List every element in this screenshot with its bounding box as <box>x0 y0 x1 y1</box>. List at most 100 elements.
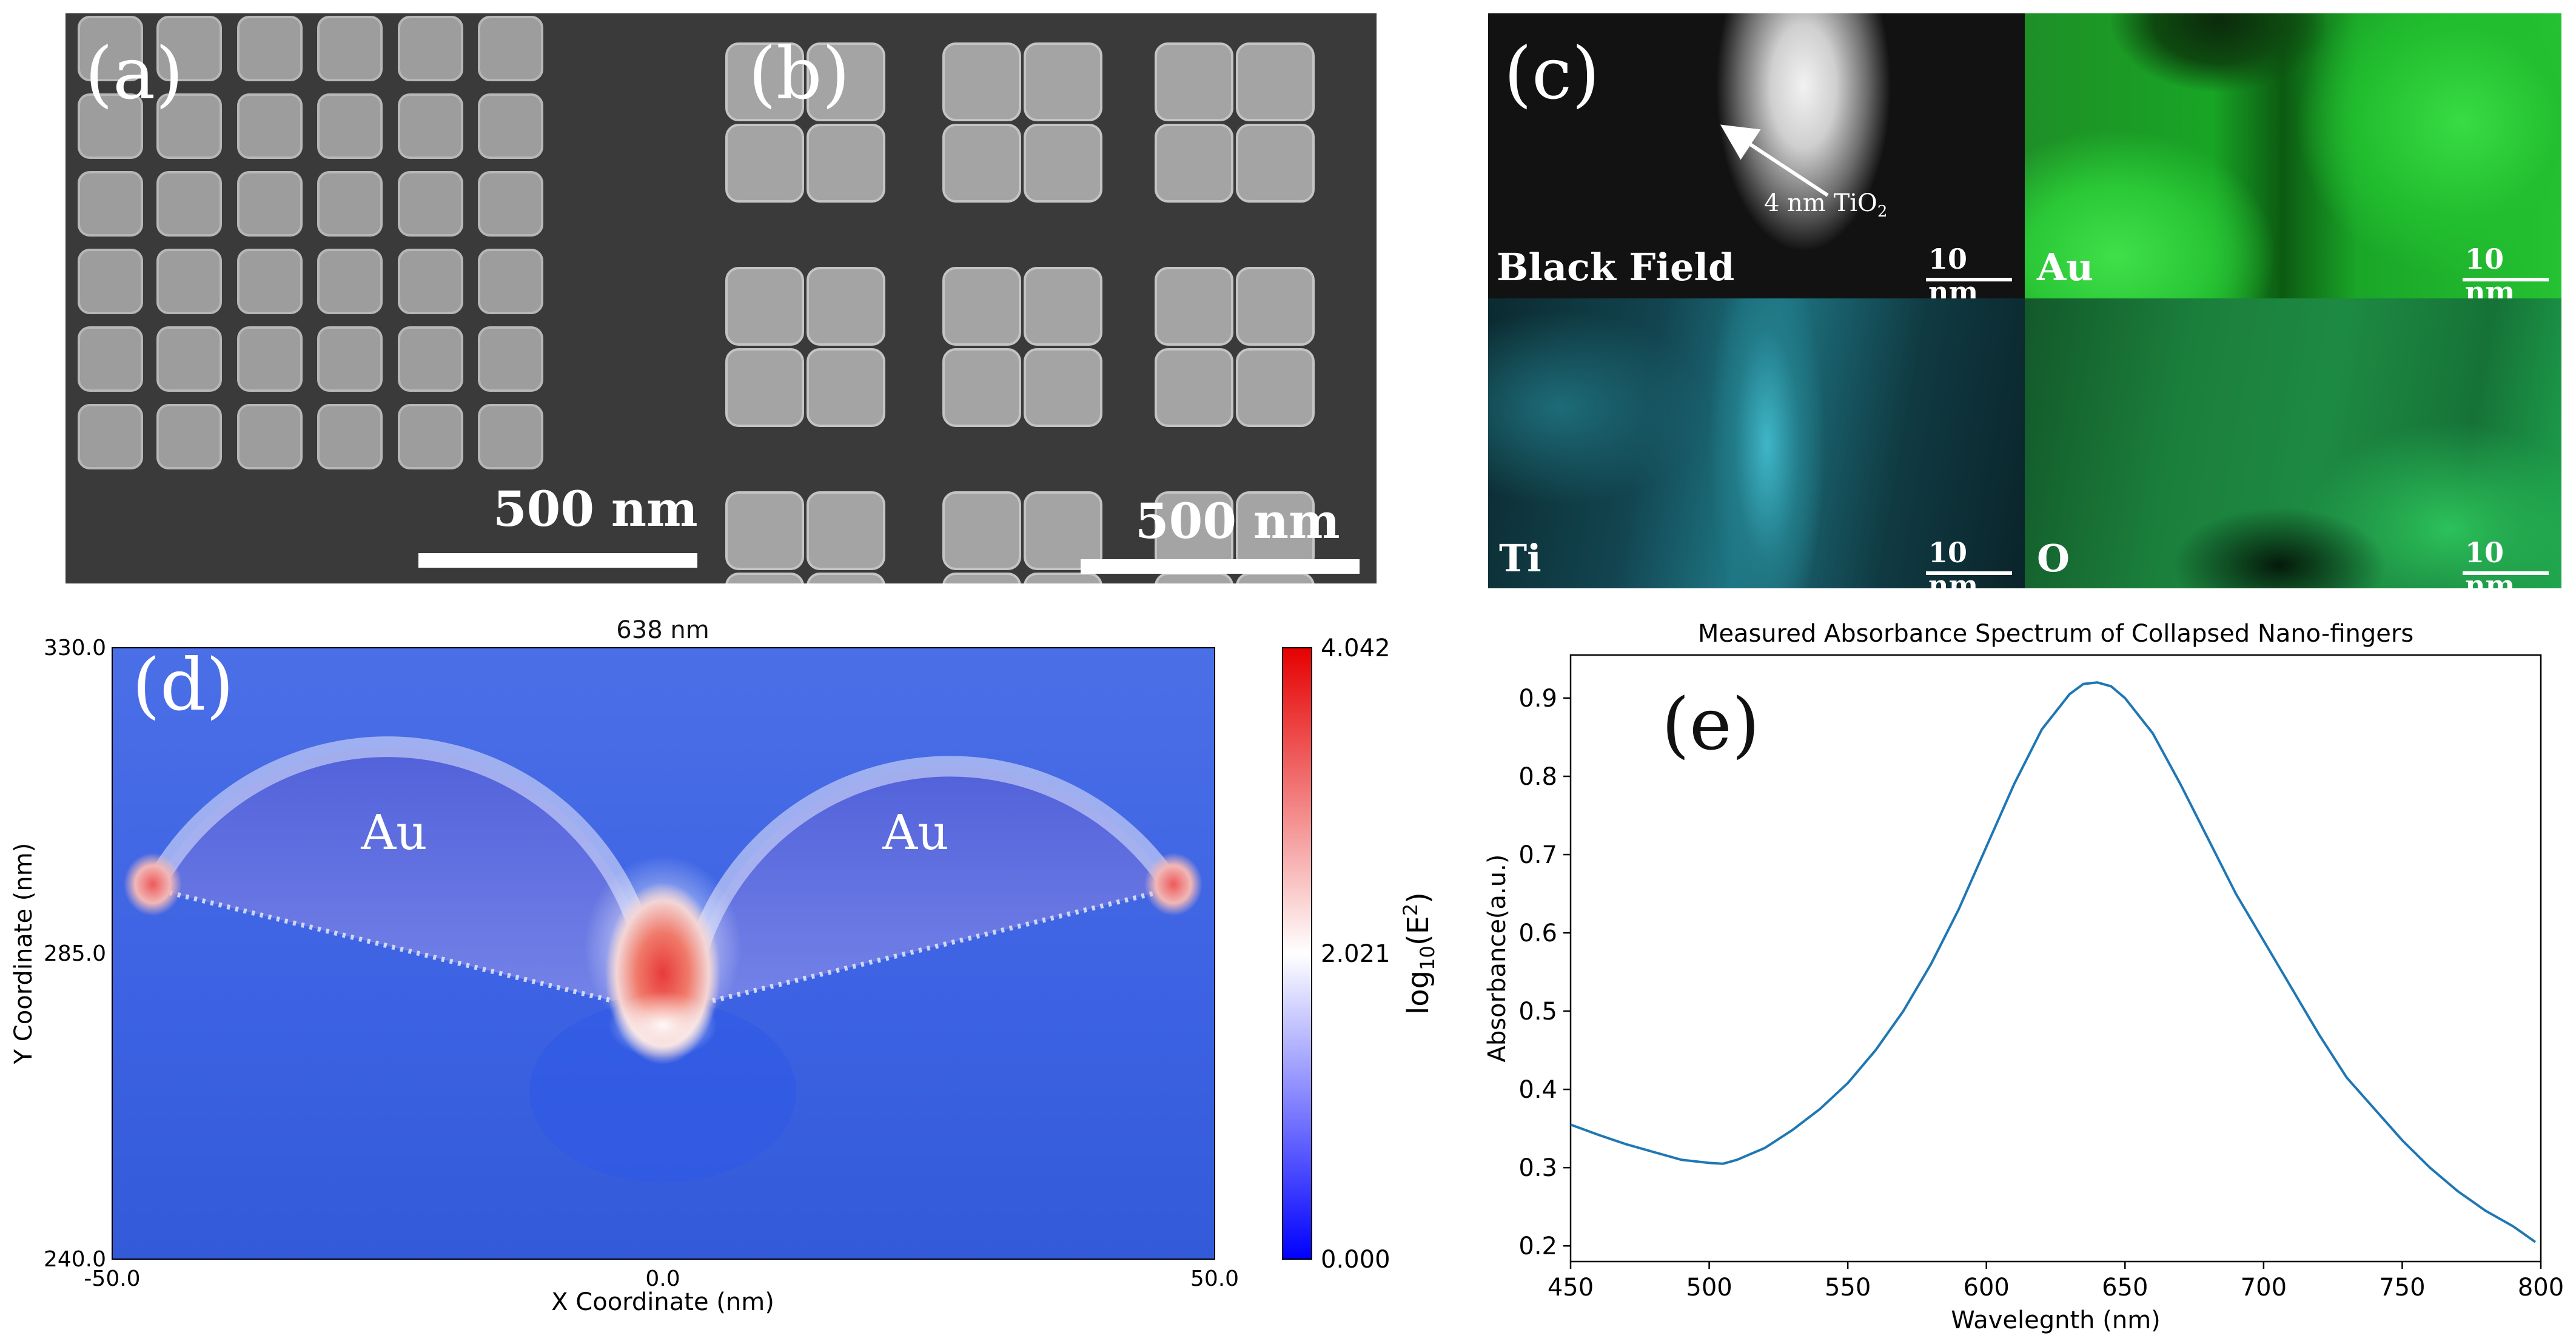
d-xtick-0: 0.0 <box>645 1266 680 1291</box>
panel-c-label: (c) <box>1504 32 1600 115</box>
pillar <box>478 16 543 81</box>
finger-cluster-pillar <box>807 573 885 583</box>
panel-a-scale-bar <box>418 553 697 568</box>
d-ylabel: Y Coordinate (nm) <box>10 843 38 1065</box>
colorbar <box>1283 648 1312 1259</box>
panel-e-label: (e) <box>1662 682 1760 766</box>
map-au: Au 10 nm <box>2025 13 2561 298</box>
d-xtick-neg50: -50.0 <box>84 1266 140 1291</box>
pillar <box>317 171 383 237</box>
pillar <box>156 93 222 159</box>
x-tick-label: 800 <box>2518 1274 2564 1302</box>
map-ti-scalebar <box>1926 571 2012 575</box>
finger-cluster-pillar <box>942 348 1021 427</box>
finger-cluster-pillar <box>725 124 804 203</box>
d-ytick-240: 240.0 <box>44 1247 106 1272</box>
pillar <box>78 16 143 81</box>
chart-title: Measured Absorbance Spectrum of Collapse… <box>1698 620 2413 648</box>
d-xtick-50: 50.0 <box>1190 1266 1239 1291</box>
y-tick-label: 0.6 <box>1518 919 1557 947</box>
x-tick-label: 550 <box>1825 1274 1871 1302</box>
au-particle-left <box>153 747 652 1001</box>
pillar <box>78 249 143 314</box>
panel-d-label: (d) <box>132 643 234 727</box>
panel-d-svg: 638 nm (d) Au Au 330.0 285.0 240.0 -50.0… <box>10 616 1439 1316</box>
y-tick-label: 0.2 <box>1518 1232 1557 1260</box>
pillar <box>398 404 463 469</box>
finger-cluster-pillar <box>725 348 804 427</box>
pillar <box>398 249 463 314</box>
series-line-absorbance <box>1570 681 2537 1243</box>
finger-cluster-pillar <box>1024 124 1102 203</box>
finger-cluster-pillar <box>1236 124 1315 203</box>
pillar <box>156 16 222 81</box>
pillar <box>478 404 543 469</box>
pillar <box>237 171 303 237</box>
pillar <box>478 326 543 392</box>
pillar <box>478 249 543 314</box>
cb-tick-min: 0.000 <box>1321 1246 1390 1274</box>
pillar <box>317 249 383 314</box>
x-tick-label: 600 <box>1964 1274 2010 1302</box>
map-black-field: (c) 4 nm TiO2 Black Field 10 nm <box>1488 13 2025 298</box>
pillar <box>398 171 463 237</box>
finger-cluster-pillar <box>1155 124 1233 203</box>
panel-a-sem-image: (a) 500 nm <box>65 13 708 583</box>
d-ytick-285: 285.0 <box>44 941 106 966</box>
pillar <box>78 93 143 159</box>
y-tick-label: 0.8 <box>1518 763 1557 791</box>
finger-cluster-pillar <box>942 42 1021 121</box>
panel-b-label: (b) <box>748 32 850 115</box>
panel-b-sem-image: (b) 500 nm <box>708 13 1377 583</box>
finger-cluster-pillar <box>807 267 885 346</box>
finger-cluster-pillar <box>725 573 804 583</box>
au-label-right: Au <box>882 804 948 861</box>
finger-cluster-pillar <box>1024 42 1102 121</box>
panel-d-title: 638 nm <box>616 616 709 644</box>
y-tick-label: 0.4 <box>1518 1076 1557 1104</box>
chart-xlabel: Wavelegnth (nm) <box>1951 1306 2161 1334</box>
x-tick-label: 700 <box>2241 1274 2287 1302</box>
map-ti: Ti 10 nm <box>1488 298 2025 588</box>
tio2-annotation-sub: 2 <box>1877 203 1888 221</box>
chart-ylabel: Absorbance(a.u.) <box>1483 855 1511 1063</box>
absorbance-chart: 450 500 550 600 650 700 750 800 0.2 0.3 0.4 0.5 0.6 0… <box>1483 620 2564 1334</box>
finger-cluster-pillar <box>725 491 804 570</box>
au-label-left: Au <box>360 804 427 861</box>
finger-cluster-pillar <box>942 267 1021 346</box>
field-map-area <box>112 648 1215 1259</box>
finger-cluster-pillar <box>1155 348 1233 427</box>
y-tick-label: 0.3 <box>1518 1154 1557 1182</box>
finger-cluster-pillar <box>942 491 1021 570</box>
finger-cluster-pillar <box>807 491 885 570</box>
map-black-field-scale: 10 nm <box>1928 243 1979 298</box>
finger-cluster-pillar <box>1024 267 1102 346</box>
finger-cluster-pillar <box>1024 491 1102 570</box>
pillar <box>78 404 143 469</box>
au-particle-right <box>688 766 1173 1001</box>
y-tick-label: 0.7 <box>1518 841 1557 869</box>
finger-cluster-pillar <box>1024 348 1102 427</box>
pillar <box>317 404 383 469</box>
map-o-scalebar <box>2463 571 2549 575</box>
finger-cluster-pillar <box>1236 267 1315 346</box>
panel-b-scale-text: 500 nm <box>1135 492 1340 550</box>
map-au-scale: 10 nm <box>2465 243 2515 298</box>
pillar <box>237 326 303 392</box>
panel-e-chart: 450 500 550 600 650 700 750 800 0.2 0.3 0.4 0.5 0.6 0… <box>1467 607 2576 1339</box>
pillar <box>317 16 383 81</box>
x-tick-label: 750 <box>2379 1274 2425 1302</box>
d-ytick-330: 330.0 <box>44 636 106 660</box>
finger-cluster-pillar <box>1236 348 1315 427</box>
finger-cluster-pillar <box>1236 573 1315 583</box>
pillar <box>237 404 303 469</box>
tio2-annotation-text: 4 nm TiO <box>1764 189 1877 217</box>
pillar <box>237 249 303 314</box>
finger-cluster-pillar <box>807 124 885 203</box>
map-ti-scale: 10 nm <box>1928 536 1979 588</box>
finger-cluster-pillar <box>1155 573 1233 583</box>
pillar <box>237 93 303 159</box>
panel-d-field-map: 638 nm (d) Au Au 330.0 285.0 240.0 -50.0… <box>0 607 1443 1339</box>
map-o: O 10 nm <box>2025 298 2561 588</box>
x-tick-label: 450 <box>1548 1274 1594 1302</box>
